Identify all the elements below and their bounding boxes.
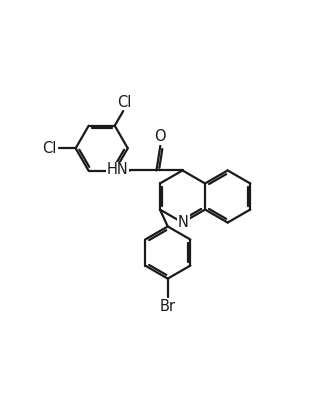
Text: N: N xyxy=(178,215,189,230)
Text: Br: Br xyxy=(160,299,176,314)
Text: Cl: Cl xyxy=(43,141,57,156)
Text: O: O xyxy=(155,129,166,144)
Text: Cl: Cl xyxy=(117,95,131,110)
Text: HN: HN xyxy=(106,162,128,178)
